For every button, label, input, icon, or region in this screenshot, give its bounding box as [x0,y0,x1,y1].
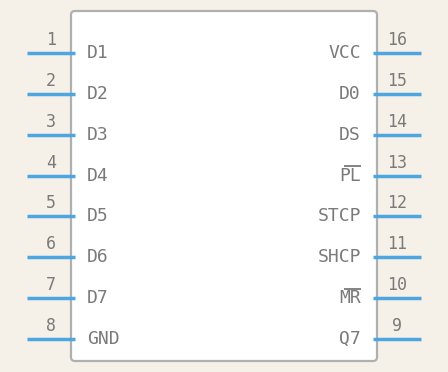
Text: 3: 3 [46,113,56,131]
Text: 12: 12 [387,195,407,212]
Text: 2: 2 [46,72,56,90]
Text: D2: D2 [87,85,109,103]
Text: 4: 4 [46,154,56,171]
Text: 10: 10 [387,276,407,294]
Text: STCP: STCP [318,208,361,225]
Text: 7: 7 [46,276,56,294]
Text: VCC: VCC [328,44,361,62]
Text: 8: 8 [46,317,56,335]
Text: 1: 1 [46,31,56,49]
Text: 11: 11 [387,235,407,253]
Text: 13: 13 [387,154,407,171]
Text: Q7: Q7 [339,330,361,348]
Text: D3: D3 [87,126,109,144]
Text: 9: 9 [392,317,402,335]
Text: D6: D6 [87,248,109,266]
FancyBboxPatch shape [71,11,377,361]
Text: 6: 6 [46,235,56,253]
Text: PL: PL [339,167,361,185]
Text: 5: 5 [46,195,56,212]
Text: D1: D1 [87,44,109,62]
Text: D5: D5 [87,208,109,225]
Text: D0: D0 [339,85,361,103]
Text: DS: DS [339,126,361,144]
Text: 14: 14 [387,113,407,131]
Text: D7: D7 [87,289,109,307]
Text: GND: GND [87,330,120,348]
Text: 16: 16 [387,31,407,49]
Text: SHCP: SHCP [318,248,361,266]
Text: 15: 15 [387,72,407,90]
Text: D4: D4 [87,167,109,185]
Text: MR: MR [339,289,361,307]
